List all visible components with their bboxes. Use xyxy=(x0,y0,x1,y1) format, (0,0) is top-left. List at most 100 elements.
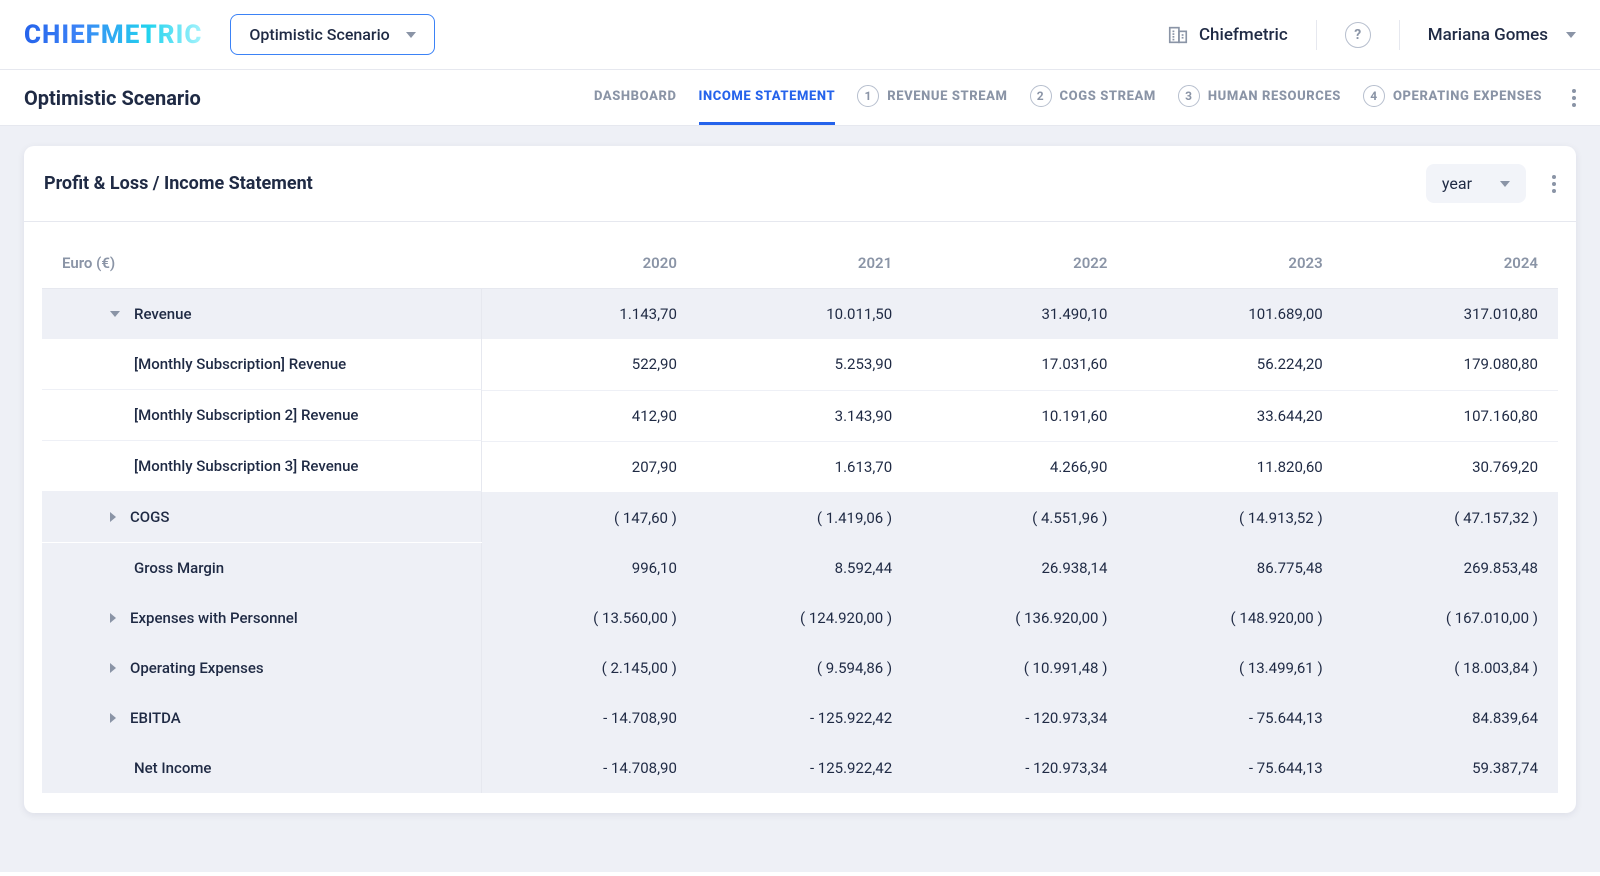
cell-value: 996,10 xyxy=(482,543,697,593)
tab-cogs-stream[interactable]: 2 COGS STREAM xyxy=(1030,70,1156,125)
cell-value: 84.839,64 xyxy=(1343,693,1558,743)
cell-value: 179.080,80 xyxy=(1343,339,1558,390)
row-label-text: Net Income xyxy=(134,759,211,777)
page-title: Optimistic Scenario xyxy=(24,86,201,110)
row-label-text: COGS xyxy=(130,508,169,526)
cell-value: 26.938,14 xyxy=(912,543,1127,593)
cell-value: - 125.922,42 xyxy=(697,693,912,743)
cell-value: 10.191,60 xyxy=(912,390,1127,441)
divider xyxy=(1316,20,1317,50)
header-year: 2022 xyxy=(912,238,1127,289)
cell-value: ( 47.157,32 ) xyxy=(1343,492,1558,543)
org-name: Chiefmetric xyxy=(1199,25,1288,45)
cell-value: ( 4.551,96 ) xyxy=(912,492,1127,543)
cell-value: - 14.708,90 xyxy=(482,693,697,743)
period-label: year xyxy=(1442,174,1472,193)
org-switcher[interactable]: Chiefmetric xyxy=(1167,24,1288,46)
cell-value: ( 136.920,00 ) xyxy=(912,593,1127,643)
row-group-label[interactable]: Expenses with Personnel xyxy=(42,593,482,643)
row-group-label[interactable]: Revenue xyxy=(42,289,482,339)
cell-value: 33.644,20 xyxy=(1127,390,1342,441)
table-row: Expenses with Personnel( 13.560,00 )( 12… xyxy=(42,593,1558,643)
table-header-row: Euro (€) 2020 2021 2022 2023 2024 xyxy=(42,238,1558,289)
card-title: Profit & Loss / Income Statement xyxy=(44,173,313,194)
tab-label: OPERATING EXPENSES xyxy=(1393,89,1542,104)
tab-income-statement[interactable]: INCOME STATEMENT xyxy=(699,70,836,125)
cell-value: 3.143,90 xyxy=(697,390,912,441)
cell-value: 59.387,74 xyxy=(1343,743,1558,793)
cell-value: 1.613,70 xyxy=(697,441,912,492)
cell-value: 269.853,48 xyxy=(1343,543,1558,593)
cell-value: ( 148.920,00 ) xyxy=(1127,593,1342,643)
header-year: 2024 xyxy=(1343,238,1558,289)
table-row: Revenue1.143,7010.011,5031.490,10101.689… xyxy=(42,289,1558,340)
row-group-label[interactable]: COGS xyxy=(42,492,482,542)
cell-value: ( 1.419,06 ) xyxy=(697,492,912,543)
cell-value: - 120.973,34 xyxy=(912,743,1127,793)
table-row: Net Income- 14.708,90- 125.922,42- 120.9… xyxy=(42,743,1558,793)
cell-value: ( 167.010,00 ) xyxy=(1343,593,1558,643)
chevron-right-icon xyxy=(110,512,116,522)
tab-human-resources[interactable]: 3 HUMAN RESOURCES xyxy=(1178,70,1341,125)
cell-value: - 14.708,90 xyxy=(482,743,697,793)
tab-operating-expenses[interactable]: 4 OPERATING EXPENSES xyxy=(1363,70,1542,125)
card-overflow-menu[interactable] xyxy=(1544,171,1556,197)
cell-value: 8.592,44 xyxy=(697,543,912,593)
cell-value: 101.689,00 xyxy=(1127,289,1342,340)
cell-value: ( 10.991,48 ) xyxy=(912,643,1127,693)
tab-label: HUMAN RESOURCES xyxy=(1208,89,1341,104)
chevron-down-icon xyxy=(1566,32,1576,38)
user-menu[interactable]: Mariana Gomes xyxy=(1428,25,1576,45)
tabs-overflow-menu[interactable] xyxy=(1564,85,1576,111)
cell-value: 56.224,20 xyxy=(1127,339,1342,390)
nav-row: Optimistic Scenario DASHBOARD INCOME STA… xyxy=(0,70,1600,126)
header-year: 2023 xyxy=(1127,238,1342,289)
row-group-label[interactable]: EBITDA xyxy=(42,693,482,743)
pl-table: Euro (€) 2020 2021 2022 2023 2024 Revenu… xyxy=(42,238,1558,793)
cell-value: 5.253,90 xyxy=(697,339,912,390)
header-year: 2020 xyxy=(482,238,697,289)
scenario-selector-label: Optimistic Scenario xyxy=(249,25,389,44)
row-label-text: Expenses with Personnel xyxy=(130,609,298,627)
chevron-right-icon xyxy=(110,713,116,723)
brand-logo: CHIEFMETRIC xyxy=(24,20,202,50)
table-row: Gross Margin996,108.592,4426.938,1486.77… xyxy=(42,543,1558,593)
row-label-text: [Monthly Subscription 3] Revenue xyxy=(134,457,358,475)
cell-value: 207,90 xyxy=(482,441,697,492)
row-group-label: Gross Margin xyxy=(42,543,482,593)
tab-step-number: 1 xyxy=(857,85,879,107)
cell-value: ( 9.594,86 ) xyxy=(697,643,912,693)
table-row: COGS ( 147,60 )( 1.419,06 )( 4.551,96 ) ( … xyxy=(42,492,1558,543)
user-name: Mariana Gomes xyxy=(1428,25,1548,45)
tab-label: INCOME STATEMENT xyxy=(699,89,836,104)
row-detail-label: [Monthly Subscription] Revenue xyxy=(42,339,482,390)
tab-dashboard[interactable]: DASHBOARD xyxy=(594,70,677,125)
cell-value: ( 124.920,00 ) xyxy=(697,593,912,643)
cell-value: - 75.644,13 xyxy=(1127,693,1342,743)
header-currency: Euro (€) xyxy=(42,238,482,289)
row-label-text: Revenue xyxy=(134,305,192,323)
tab-label: REVENUE STREAM xyxy=(887,89,1007,104)
scenario-selector[interactable]: Optimistic Scenario xyxy=(230,14,434,55)
row-group-label[interactable]: Operating Expenses xyxy=(42,643,482,693)
tab-step-number: 2 xyxy=(1030,85,1052,107)
table-row: [Monthly Subscription 2] Revenue412,903.… xyxy=(42,390,1558,441)
chevron-down-icon xyxy=(406,32,416,38)
chevron-down-icon xyxy=(1500,181,1510,187)
table-row: [Monthly Subscription 3] Revenue 207,901.… xyxy=(42,441,1558,492)
cell-value: 31.490,10 xyxy=(912,289,1127,340)
cell-value: 412,90 xyxy=(482,390,697,441)
header-year: 2021 xyxy=(697,238,912,289)
period-selector[interactable]: year xyxy=(1426,164,1526,203)
tab-revenue-stream[interactable]: 1 REVENUE STREAM xyxy=(857,70,1007,125)
cell-value: 1.143,70 xyxy=(482,289,697,340)
building-icon xyxy=(1167,24,1189,46)
card-header: Profit & Loss / Income Statement year xyxy=(24,146,1576,221)
help-icon: ? xyxy=(1354,27,1361,43)
cell-value: ( 147,60 ) xyxy=(482,492,697,543)
row-detail-label: [Monthly Subscription 2] Revenue xyxy=(42,390,482,441)
cell-value: 317.010,80 xyxy=(1343,289,1558,340)
chevron-right-icon xyxy=(110,613,116,623)
chevron-right-icon xyxy=(110,663,116,673)
help-button[interactable]: ? xyxy=(1345,22,1371,48)
